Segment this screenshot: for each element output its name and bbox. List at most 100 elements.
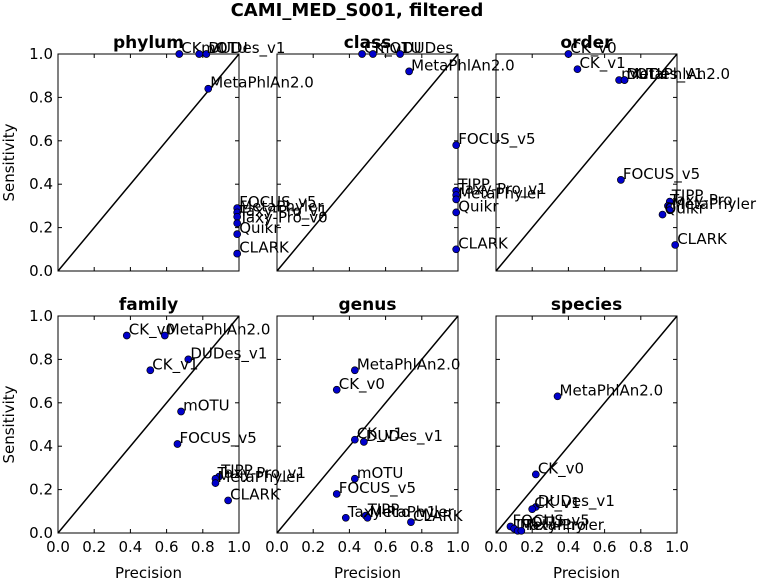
panel-frame	[495, 315, 678, 534]
y-tick-label: 0.0	[29, 524, 53, 542]
data-point	[363, 513, 372, 522]
point-label: DUDes	[402, 39, 453, 57]
x-tick-label: 0.6	[155, 538, 179, 556]
point-label: MetaPhyler	[239, 197, 324, 215]
diagonal-line	[495, 315, 678, 534]
point-label: Quikr	[458, 197, 499, 215]
point-label: DUDes_v1	[627, 65, 704, 84]
point-label: MetaPhyler	[672, 195, 757, 213]
x-axis-label: Precision	[553, 564, 620, 579]
point-label: MetaPhlAn2.0	[210, 74, 314, 92]
data-point	[233, 249, 242, 258]
panel-family: 0.00.00.20.20.40.40.60.60.80.81.01.0fami…	[0, 295, 306, 579]
data-point	[224, 496, 232, 505]
data-point	[204, 84, 213, 93]
data-point	[341, 513, 350, 522]
point-label: Taxy-Pro_v0	[238, 208, 328, 227]
data-point	[184, 355, 193, 364]
point-label: mOTU	[357, 464, 404, 482]
data-point	[146, 366, 155, 375]
x-tick-label: 0.2	[520, 538, 544, 556]
data-point	[452, 245, 461, 254]
point-label: FOCUS_v5	[339, 479, 416, 498]
x-tick-label: 0.2	[301, 538, 325, 556]
panel-genus: 0.0 0.2 0.4 0.6 0.8 1.0 genus Precision MetaPhlA…	[265, 295, 470, 579]
point-label: MetaPhyler	[370, 503, 455, 521]
data-point	[233, 230, 242, 238]
point-label: CLARK	[677, 230, 728, 248]
data-point	[358, 50, 366, 58]
y-tick-label: 0.6	[29, 394, 53, 412]
y-tick-label: 0.4	[29, 437, 53, 455]
x-tick-label: 1.0	[665, 538, 689, 556]
panel-phylum: 0.0 0.2 0.4 0.6 0.8 1.0 phylum Sensitivity CK_v0…	[0, 33, 328, 280]
data-point	[617, 176, 625, 184]
x-axis-label: Precision	[115, 564, 182, 579]
point-label: MetaPhyler	[520, 516, 605, 534]
data-point	[350, 435, 359, 444]
data-point	[211, 479, 220, 487]
data-point	[195, 50, 204, 58]
point-label: FOCUS_v5	[239, 193, 316, 212]
x-axis-label: Precision	[334, 564, 401, 579]
point-label: CK_v1	[534, 494, 580, 513]
data-point	[175, 50, 184, 58]
point-label: Taxy-Pro_v1	[457, 180, 547, 199]
point-label: CK_v0	[181, 39, 227, 58]
point-label: Taxy-Pro_v1	[347, 503, 437, 522]
data-point	[407, 518, 415, 527]
point-label: DUDes_v1	[190, 344, 267, 363]
panel-frame	[57, 315, 240, 534]
panel-frame	[495, 53, 678, 272]
point-label: FOCUS_v5	[458, 130, 535, 149]
panel-frame	[276, 315, 459, 534]
point-label: CK_v0	[538, 459, 584, 478]
point-label: MetaPhlAn2.0	[167, 321, 271, 339]
panel-species: 0.0 0.2 0.4 0.6 0.8 1.0 species Precision MetaPh…	[484, 295, 689, 579]
point-label: Taxy-Pro_v1	[216, 464, 306, 483]
point-label: Taxy-Pro_v1	[238, 202, 328, 221]
data-point	[531, 470, 540, 479]
point-label: CK_v1	[152, 355, 198, 374]
x-tick-label: 0.6	[374, 538, 398, 556]
point-label: CK_v0	[339, 375, 385, 394]
panel-frame	[57, 53, 240, 272]
data-point	[173, 440, 182, 448]
y-tick-label: 1.0	[29, 307, 53, 325]
data-point	[332, 490, 341, 498]
data-point	[553, 392, 562, 401]
y-tick-label: 0.8	[29, 350, 53, 368]
data-point	[452, 141, 461, 149]
y-tick-label: 0.2	[29, 219, 53, 237]
point-label: CLARK	[413, 507, 464, 525]
point-label: Quikr	[239, 219, 280, 237]
y-tick-label: 0.8	[29, 88, 53, 106]
data-point	[369, 50, 377, 58]
data-point	[160, 331, 169, 340]
x-tick-label: 0.0	[46, 538, 70, 556]
data-point	[405, 67, 413, 76]
x-tick-label: 0.8	[629, 538, 653, 556]
data-point	[332, 385, 341, 394]
x-tick-label: 0.6	[593, 538, 617, 556]
x-tick-label: 0.8	[410, 538, 434, 556]
y-tick-label: 0.2	[29, 481, 53, 499]
point-label: TIPP	[220, 462, 253, 480]
point-label: CLARK	[239, 239, 290, 257]
data-point	[350, 474, 359, 483]
point-label: DUDes_v1	[538, 492, 615, 511]
data-point	[671, 241, 680, 249]
point-label: TIPP	[671, 187, 704, 205]
point-label: FOCUS_v5	[179, 429, 256, 448]
point-label: Taxy-Pro	[669, 191, 733, 209]
x-tick-label: 0.4	[556, 538, 580, 556]
diagonal-line	[276, 315, 459, 534]
point-label: Quikr	[665, 200, 706, 218]
point-label: mOTU	[375, 39, 422, 57]
point-label: CK_v0	[570, 39, 616, 58]
data-point	[658, 210, 667, 219]
diagonal-line	[57, 315, 240, 534]
point-label: MetaPhlAn2.0	[560, 381, 664, 399]
